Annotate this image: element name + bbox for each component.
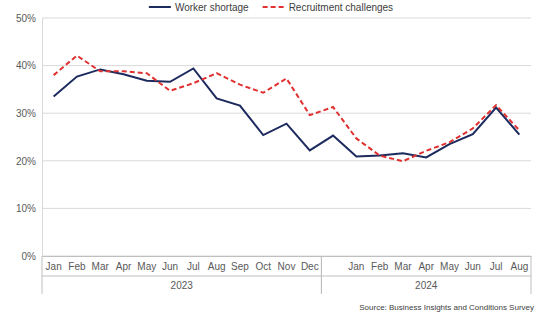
source: Source: Business Insights and Conditions… [359,303,534,312]
x-tick: Oct [255,256,271,272]
series-line [54,56,520,162]
grid-line [42,160,531,161]
group-separator [321,256,322,294]
x-tick-label: Apr [116,261,132,272]
x-tick-label: Jul [187,261,200,272]
x-tick-label: Jun [465,261,481,272]
x-tick-label: May [440,261,459,272]
x-tick-label: May [137,261,156,272]
grid-line [42,208,531,209]
legend-swatch [263,6,285,8]
x-tick: Mar [394,256,412,272]
x-tick: Apr [116,256,132,272]
x-tick: Jun [162,256,178,272]
x-tick: Jul [187,256,200,272]
x-tick: May [440,256,459,272]
x-tick-label: Aug [510,261,528,272]
grid-line [42,18,531,19]
x-tick-label: Jan [348,261,364,272]
x-tick: Sep [231,256,249,272]
x-tick: Feb [371,256,389,272]
x-tick: Jan [348,256,364,272]
y-tick: 10% [16,203,42,214]
x-tick-label: Aug [208,261,226,272]
x-tick: Mar [92,256,110,272]
y-tick: 20% [16,156,42,167]
x-tick-label: Jan [46,261,62,272]
series-line [54,68,520,157]
group-separator [531,256,532,294]
legend-item: Recruitment challenges [263,2,394,13]
x-tick: May [137,256,156,272]
group-label: 2023 [171,280,194,291]
x-tick-label: Nov [278,261,296,272]
y-tick: 50% [16,13,42,24]
legend-label: Recruitment challenges [289,2,394,13]
x-tick-label: Sep [231,261,249,272]
y-tick-label: 40% [16,60,36,71]
y-tick-label: 0% [22,251,37,262]
y-tick: 30% [16,108,42,119]
x-tick: Apr [418,256,434,272]
x-tick-label: Mar [394,261,412,272]
x-tick: Jan [46,256,62,272]
x-tick-label: Apr [418,261,434,272]
x-tick: Dec [301,256,319,272]
chart: 0% 10% 20% 30% 40% 50% Jan Feb Mar Apr May Jun Jul Au… [0,0,542,316]
lines [54,56,520,162]
x-tick: Aug [510,256,528,272]
grid-line [42,65,531,66]
x-tick: Jul [490,256,503,272]
x-tick: Jun [465,256,481,272]
y-axis: 0% 10% 20% 30% 40% 50% [16,13,43,262]
x-tick: Feb [68,256,86,272]
y-tick-label: 50% [16,13,36,24]
x-tick-label: Dec [301,261,319,272]
grid-line [42,113,531,114]
y-axis-line [42,19,43,257]
grid-line [42,256,531,257]
legend-label: Worker shortage [175,2,249,13]
legend: Worker shortage Recruitment challenges [149,2,393,13]
y-tick: 0% [22,251,42,262]
x-tick-label: Oct [255,261,271,272]
y-tick-label: 20% [16,156,36,167]
y-tick-label: 10% [16,203,36,214]
x-axis: Jan Feb Mar Apr May Jun Jul Aug Sep Oct Nov Dec Jan F… [43,256,532,272]
legend-swatch [149,6,171,8]
legend-item: Worker shortage [149,2,249,13]
x-tick-label: Feb [371,261,389,272]
x-tick-label: Feb [68,261,86,272]
x-tick-label: Mar [92,261,110,272]
grid [42,18,531,256]
x-tick-label: Jun [162,261,178,272]
y-tick-label: 30% [16,108,36,119]
group-separator [321,256,322,294]
group-separator [42,256,43,294]
y-tick: 40% [16,60,42,71]
x-axis-line [43,256,532,257]
group-divider [42,276,531,277]
x-tick: Aug [208,256,226,272]
x-tick: Nov [278,256,296,272]
x-groups: 2023 2024 [42,256,531,294]
x-tick-label: Jul [490,261,503,272]
group-label: 2024 [415,280,438,291]
